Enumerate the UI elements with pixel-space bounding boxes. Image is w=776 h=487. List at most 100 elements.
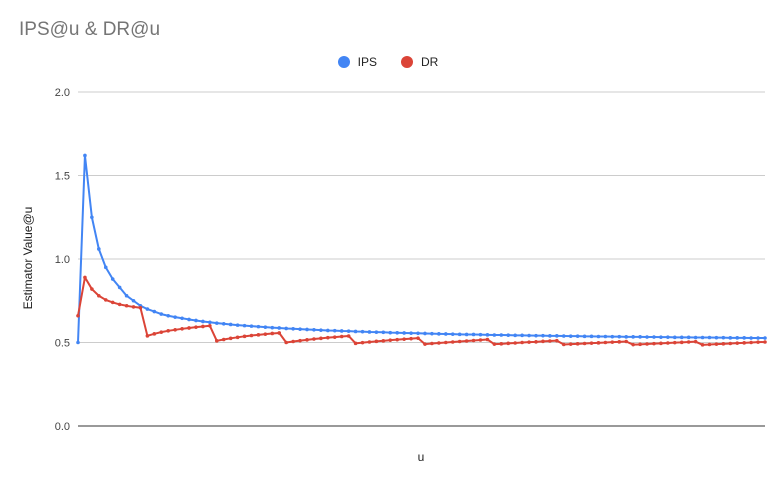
data-point-ips[interactable] bbox=[298, 327, 302, 331]
data-point-ips[interactable] bbox=[97, 247, 101, 251]
data-point-dr[interactable] bbox=[395, 337, 400, 342]
data-point-dr[interactable] bbox=[735, 341, 740, 345]
data-point-ips[interactable] bbox=[221, 322, 226, 326]
data-point-ips[interactable] bbox=[603, 334, 608, 339]
data-point-dr[interactable] bbox=[131, 305, 136, 309]
data-point-dr[interactable] bbox=[159, 330, 164, 334]
data-point-ips[interactable] bbox=[305, 327, 309, 332]
data-point-ips[interactable] bbox=[568, 334, 573, 338]
data-point-ips[interactable] bbox=[659, 335, 663, 339]
data-point-dr[interactable] bbox=[263, 332, 268, 336]
data-point-dr[interactable] bbox=[763, 340, 767, 344]
data-point-ips[interactable] bbox=[693, 335, 698, 340]
data-point-ips[interactable] bbox=[756, 336, 760, 340]
data-point-ips[interactable] bbox=[110, 277, 115, 281]
data-point-dr[interactable] bbox=[603, 340, 608, 345]
data-point-ips[interactable] bbox=[596, 334, 601, 339]
data-point-dr[interactable] bbox=[305, 338, 309, 342]
data-point-dr[interactable] bbox=[513, 341, 517, 345]
data-point-dr[interactable] bbox=[346, 334, 351, 338]
data-point-dr[interactable] bbox=[90, 287, 94, 291]
data-point-ips[interactable] bbox=[277, 326, 282, 330]
data-point-dr[interactable] bbox=[353, 341, 358, 346]
data-point-ips[interactable] bbox=[256, 324, 261, 329]
data-point-dr[interactable] bbox=[187, 326, 191, 330]
data-point-dr[interactable] bbox=[409, 336, 413, 341]
data-point-dr[interactable] bbox=[686, 340, 691, 344]
data-point-dr[interactable] bbox=[291, 339, 295, 344]
data-point-ips[interactable] bbox=[145, 307, 150, 311]
data-point-dr[interactable] bbox=[103, 298, 108, 302]
data-point-dr[interactable] bbox=[402, 337, 406, 341]
data-point-dr[interactable] bbox=[575, 342, 580, 346]
data-point-ips[interactable] bbox=[679, 335, 684, 340]
data-point-dr[interactable] bbox=[541, 339, 545, 344]
data-point-ips[interactable] bbox=[284, 326, 288, 331]
data-point-dr[interactable] bbox=[610, 340, 615, 344]
data-point-dr[interactable] bbox=[117, 302, 122, 307]
data-point-ips[interactable] bbox=[263, 325, 268, 329]
data-point-ips[interactable] bbox=[527, 333, 531, 338]
data-point-ips[interactable] bbox=[707, 335, 712, 340]
data-point-dr[interactable] bbox=[457, 339, 462, 344]
data-point-ips[interactable] bbox=[214, 321, 219, 325]
data-point-dr[interactable] bbox=[110, 300, 115, 305]
data-point-ips[interactable] bbox=[672, 335, 677, 340]
data-point-dr[interactable] bbox=[277, 331, 282, 335]
data-point-ips[interactable] bbox=[666, 335, 670, 339]
data-point-ips[interactable] bbox=[270, 325, 275, 330]
data-point-dr[interactable] bbox=[124, 303, 129, 308]
data-point-ips[interactable] bbox=[742, 336, 746, 340]
data-point-dr[interactable] bbox=[485, 337, 490, 342]
data-point-dr[interactable] bbox=[83, 275, 87, 280]
data-point-ips[interactable] bbox=[166, 313, 171, 318]
data-point-dr[interactable] bbox=[208, 324, 212, 328]
data-point-dr[interactable] bbox=[534, 340, 538, 344]
data-point-dr[interactable] bbox=[548, 339, 552, 343]
data-point-dr[interactable] bbox=[443, 340, 448, 345]
data-point-dr[interactable] bbox=[326, 335, 330, 340]
data-point-ips[interactable] bbox=[291, 327, 295, 331]
data-point-dr[interactable] bbox=[228, 336, 233, 341]
data-point-ips[interactable] bbox=[541, 333, 545, 338]
data-point-dr[interactable] bbox=[638, 342, 642, 347]
data-point-dr[interactable] bbox=[381, 339, 386, 343]
data-point-ips[interactable] bbox=[367, 330, 372, 334]
data-point-dr[interactable] bbox=[714, 342, 719, 346]
data-point-dr[interactable] bbox=[221, 337, 226, 342]
data-point-dr[interactable] bbox=[555, 338, 559, 343]
data-point-dr[interactable] bbox=[582, 341, 587, 346]
data-point-ips[interactable] bbox=[631, 335, 635, 339]
data-point-ips[interactable] bbox=[714, 335, 719, 340]
data-point-dr[interactable] bbox=[298, 338, 302, 343]
data-point-dr[interactable] bbox=[568, 342, 573, 346]
data-point-ips[interactable] bbox=[478, 332, 483, 337]
data-point-ips[interactable] bbox=[624, 335, 629, 339]
data-point-dr[interactable] bbox=[214, 339, 219, 343]
data-point-dr[interactable] bbox=[527, 340, 531, 344]
data-point-ips[interactable] bbox=[326, 328, 330, 333]
data-point-ips[interactable] bbox=[610, 334, 615, 339]
data-point-dr[interactable] bbox=[693, 339, 698, 344]
data-point-dr[interactable] bbox=[360, 340, 365, 345]
data-point-ips[interactable] bbox=[548, 334, 552, 338]
data-point-dr[interactable] bbox=[173, 328, 177, 332]
legend-item-ips[interactable]: IPS bbox=[337, 55, 377, 69]
data-point-dr[interactable] bbox=[756, 340, 760, 344]
data-point-dr[interactable] bbox=[332, 335, 337, 339]
data-point-ips[interactable] bbox=[249, 324, 254, 328]
data-point-ips[interactable] bbox=[242, 323, 247, 328]
data-point-dr[interactable] bbox=[138, 305, 143, 310]
data-point-ips[interactable] bbox=[582, 334, 587, 339]
data-point-ips[interactable] bbox=[381, 330, 386, 335]
data-point-ips[interactable] bbox=[402, 331, 406, 335]
data-point-ips[interactable] bbox=[360, 329, 365, 334]
data-point-ips[interactable] bbox=[652, 335, 656, 339]
data-point-ips[interactable] bbox=[492, 333, 497, 337]
data-point-dr[interactable] bbox=[672, 340, 677, 345]
data-point-dr[interactable] bbox=[749, 340, 753, 345]
data-point-ips[interactable] bbox=[374, 330, 379, 334]
data-point-ips[interactable] bbox=[83, 153, 87, 158]
data-point-dr[interactable] bbox=[666, 341, 670, 345]
data-point-ips[interactable] bbox=[638, 335, 642, 339]
